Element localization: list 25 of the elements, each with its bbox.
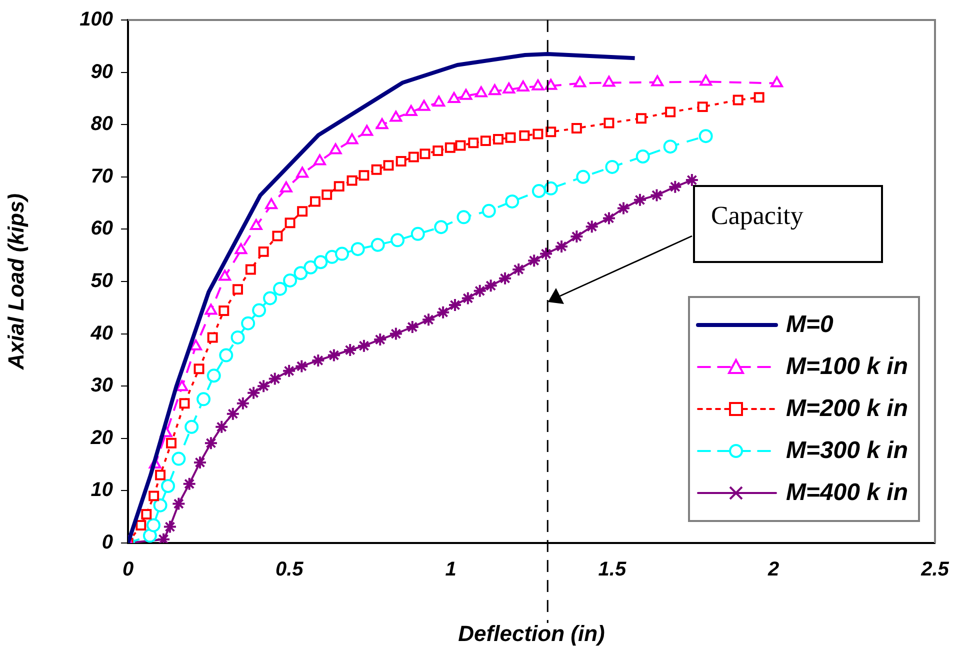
legend-label: M=400 k in (786, 479, 908, 507)
legend-label: M=100 k in (786, 353, 908, 381)
y-tick-label: 100 (80, 8, 113, 31)
y-tick-label: 50 (90, 270, 113, 292)
legend-label: M=300 k in (786, 437, 908, 465)
y-axis-title: Axial Load (kips) (3, 193, 28, 371)
y-tick-label: 90 (90, 60, 113, 83)
legend-label: M=200 k in (786, 395, 908, 423)
y-tick-label: 80 (90, 113, 113, 136)
x-tick-label: 1 (445, 558, 456, 581)
x-axis-title: Deflection (in) (458, 620, 605, 646)
y-tick-label: 30 (90, 374, 113, 397)
y-tick-label: 20 (90, 426, 113, 449)
x-tick-label: 0.5 (275, 558, 304, 581)
y-tick-label: 0 (102, 532, 113, 554)
y-tick-label: 10 (90, 479, 113, 502)
x-tick-label: 0 (122, 558, 134, 581)
x-tick-label: 1.5 (598, 558, 627, 581)
y-tick-label: 70 (90, 165, 113, 188)
y-tick-label: 40 (90, 322, 113, 344)
legend-label: M=0 (786, 311, 834, 339)
annotation: Capacity (711, 201, 804, 231)
x-tick-label: 2 (767, 558, 780, 581)
y-tick-label: 60 (90, 218, 113, 240)
x-tick-label: 2.5 (920, 558, 950, 581)
